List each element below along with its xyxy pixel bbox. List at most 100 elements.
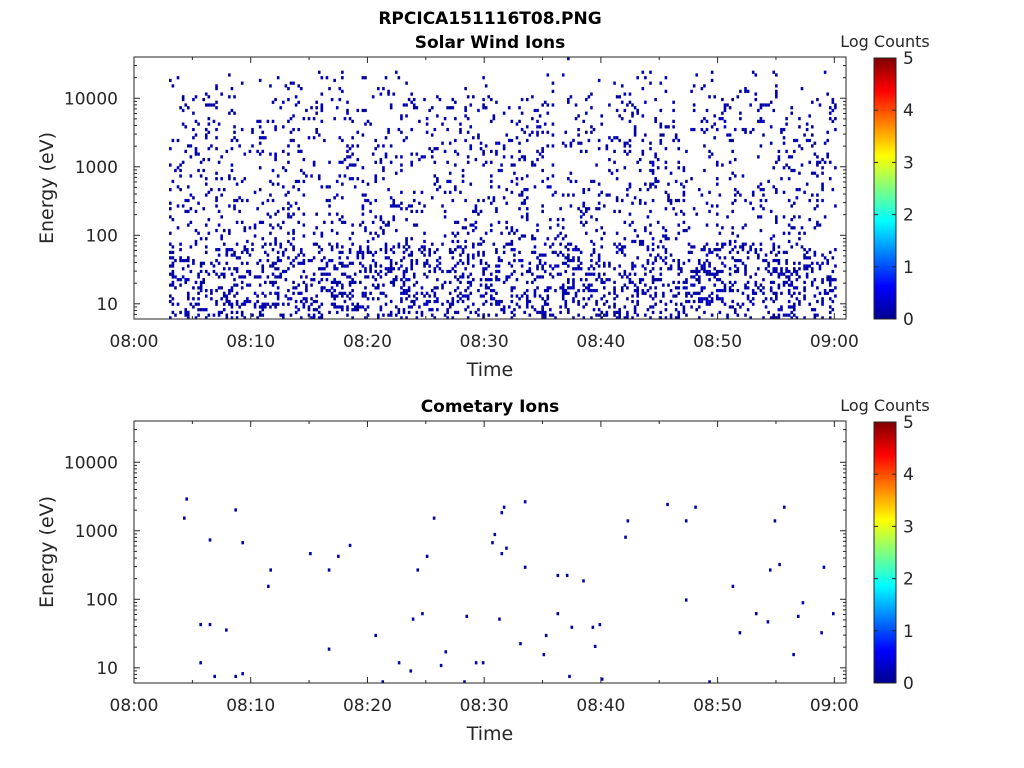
heatmap-cell [810,280,814,285]
heatmap-cell [597,193,601,197]
heatmap-cell [302,302,306,306]
heatmap-cell [608,193,611,197]
heatmap-cell [568,674,571,679]
heatmap-cell [798,261,801,265]
heatmap-cell [325,278,329,282]
heatmap-cell [772,234,776,238]
heatmap-cell [805,275,809,279]
heatmap-cell [192,127,195,132]
heatmap-cell [379,275,383,279]
heatmap-cell [246,269,249,274]
heatmap-cell [615,231,619,235]
heatmap-cell [708,299,711,304]
heatmap-cell [328,204,331,208]
heatmap-cell [805,182,809,186]
heatmap-cell [361,179,365,184]
heatmap-cell [520,272,524,276]
heatmap-cell [387,89,390,93]
heatmap-cell [585,278,588,282]
heatmap-cell [564,261,568,265]
heatmap-cell [356,108,360,113]
heatmap-cell [631,264,634,268]
heatmap-cell [710,299,714,304]
heatmap-cell [292,231,295,235]
heatmap-cell [472,228,475,233]
heatmap-cell [585,111,588,115]
heatmap-cell [320,278,324,282]
heatmap-cell [269,305,272,309]
heatmap-cell [538,294,542,298]
heatmap-cell [174,168,177,173]
heatmap-cell [582,297,586,301]
heatmap-cell [787,283,791,287]
heatmap-cell [215,204,218,208]
heatmap-cell [448,280,452,285]
heatmap-cell [826,138,829,143]
heatmap-cell [785,258,788,263]
heatmap-cell [189,174,193,178]
heatmap-cell [189,220,193,224]
heatmap-cell [790,155,794,159]
heatmap-cell [341,215,344,219]
heatmap-cell [677,272,681,276]
heatmap-cell [274,125,277,129]
heatmap-cell [577,248,580,252]
heatmap-cell [199,160,203,164]
heatmap-cell [608,103,611,107]
heatmap-cell [361,294,365,298]
heatmap-cell [551,122,555,126]
heatmap-cell [515,294,519,298]
heatmap-cell [469,272,473,276]
heatmap-cell [585,130,588,134]
heatmap-cell [169,294,172,298]
heatmap-cell [810,100,814,104]
heatmap-cell [320,316,324,319]
heatmap-cell [328,288,331,293]
heatmap-cell [674,302,678,306]
heatmap-cell [258,258,262,263]
heatmap-cell [759,288,763,293]
heatmap-cell [423,294,426,298]
heatmap-cell [801,601,805,605]
heatmap-cell [423,97,426,102]
heatmap-cell [266,275,270,279]
heatmap-cell [816,193,819,197]
heatmap-cell [744,130,747,134]
heatmap-cell [215,299,218,304]
heatmap-cell [240,302,244,306]
heatmap-cell [674,179,678,184]
heatmap-cell [210,297,213,301]
heatmap-cell [600,190,604,194]
heatmap-cell [674,308,678,312]
heatmap-cell [536,267,539,271]
heatmap-cell [338,305,342,309]
heatmap-cell [723,106,727,110]
heatmap-cell [810,267,814,271]
heatmap-cell [759,106,763,110]
heatmap-cell [446,160,449,164]
heatmap-cell [541,209,544,214]
heatmap-cell [536,228,539,233]
heatmap-cell [328,272,331,276]
heatmap-cell [234,508,237,512]
heatmap-cell [579,149,583,154]
heatmap-cell [728,160,732,164]
heatmap-cell [633,288,637,293]
heatmap-cell [777,155,781,159]
heatmap-cell [500,552,504,556]
heatmap-cell [626,103,629,107]
heatmap-cell [384,223,388,227]
heatmap-cell [302,171,306,175]
heatmap-cell [785,280,788,285]
heatmap-cell [382,168,385,173]
heatmap-cell [502,250,506,254]
heatmap-cell [169,188,172,192]
heatmap-cell [782,190,786,194]
heatmap-cell [217,160,221,164]
heatmap-cell [497,278,501,282]
heatmap-cell [543,100,547,104]
heatmap-cell [615,168,619,173]
heatmap-cell [179,248,182,252]
heatmap-cell [397,267,401,271]
heatmap-cell [677,310,681,315]
